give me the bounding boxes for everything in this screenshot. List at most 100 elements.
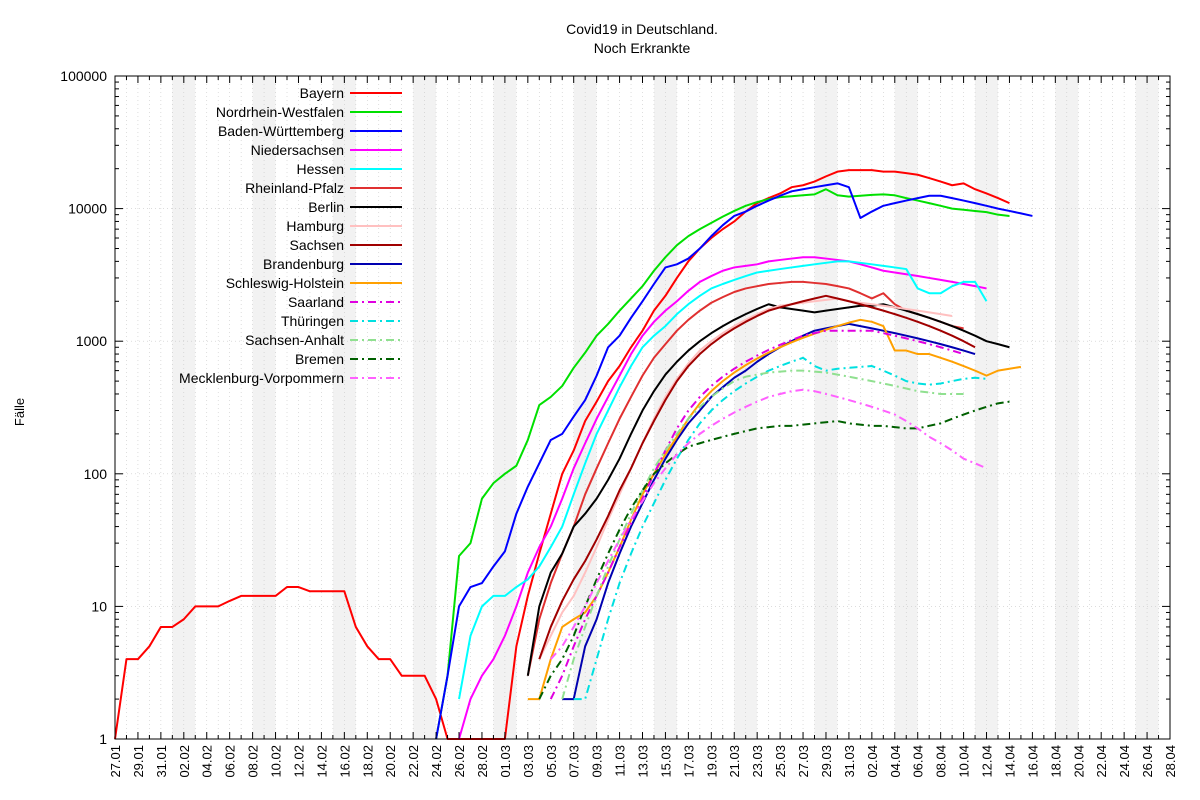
- x-tick-label: 12.02: [291, 745, 306, 778]
- y-tick-label: 100000: [60, 68, 107, 84]
- x-tick-label: 07.03: [567, 745, 582, 778]
- legend-label: Hamburg: [286, 218, 344, 234]
- x-tick-label: 22.02: [406, 745, 421, 778]
- y-tick-label: 1: [99, 731, 107, 747]
- data-series: [114, 169, 1033, 740]
- x-tick-label: 10.02: [269, 745, 284, 778]
- x-tick-label: 10.04: [957, 745, 972, 778]
- series-line: [538, 400, 1010, 700]
- weekend-band: [573, 76, 597, 739]
- series-line: [538, 297, 953, 660]
- x-tick-label: 24.04: [1117, 745, 1132, 778]
- y-axis-label: Fälle: [12, 398, 27, 426]
- x-tick-label: 29.01: [131, 745, 146, 778]
- axes: 1 10 100 1000 10000 100000 27.01 29.01 31.01 02.0…: [60, 68, 1178, 778]
- y-tick-label: 10000: [68, 201, 107, 217]
- y-tick-label: 10: [91, 598, 107, 614]
- x-tick-label: 22.04: [1094, 745, 1109, 778]
- weekend-band: [172, 76, 196, 739]
- x-tick-label: 21.03: [727, 745, 742, 778]
- weekend-band: [252, 76, 276, 739]
- series-line: [435, 182, 1033, 740]
- legend-label: Hessen: [297, 161, 344, 177]
- legend-label: Bayern: [300, 85, 344, 101]
- weekend-shading: [172, 76, 1159, 739]
- legend-label: Thüringen: [281, 313, 344, 329]
- x-tick-label: 31.03: [842, 745, 857, 778]
- weekend-band: [894, 76, 918, 739]
- weekend-band: [1135, 76, 1159, 739]
- series-line: [538, 294, 976, 660]
- x-tick-label: 18.02: [360, 745, 375, 778]
- legend-label: Schleswig-Holstein: [226, 275, 344, 291]
- weekend-band: [413, 76, 437, 739]
- x-tick-label: 28.02: [475, 745, 490, 778]
- weekend-band: [1055, 76, 1079, 739]
- x-tick-label: 20.04: [1071, 745, 1086, 778]
- x-tick-label: 04.02: [200, 745, 215, 778]
- series-line: [458, 260, 988, 700]
- series-line: [526, 280, 964, 676]
- legend-label: Sachsen: [290, 237, 344, 253]
- x-tick-label: 31.01: [154, 745, 169, 778]
- x-tick-label: 03.03: [521, 745, 536, 778]
- x-tick-label: 26.04: [1140, 745, 1155, 778]
- legend-label: Berlin: [308, 199, 344, 215]
- x-tick-label: 27.01: [108, 745, 123, 778]
- x-tick-label: 11.03: [613, 745, 628, 777]
- series-line: [526, 303, 1010, 676]
- legend-label: Brandenburg: [263, 256, 344, 272]
- weekend-band: [814, 76, 838, 739]
- series-line: [573, 356, 987, 701]
- legend-label: Bremen: [295, 351, 344, 367]
- x-tick-label: 26.02: [452, 745, 467, 778]
- x-tick-label: 16.02: [337, 745, 352, 778]
- x-tick-label: 06.02: [223, 745, 238, 778]
- legend-label: Sachsen-Anhalt: [245, 332, 344, 348]
- legend-label: Rheinland-Pfalz: [245, 180, 344, 196]
- series-line: [549, 329, 964, 700]
- x-tick-label: 01.03: [498, 745, 513, 778]
- x-tick-label: 29.03: [819, 745, 834, 778]
- legend-label: Saarland: [288, 294, 344, 310]
- x-tick-label: 27.03: [796, 745, 811, 778]
- x-tick-label: 02.02: [177, 745, 192, 778]
- weekend-band: [975, 76, 998, 739]
- series-line: [458, 256, 987, 740]
- legend: Bayern Nordrhein-Westfalen Baden-Württembe…: [179, 85, 402, 386]
- legend-label: Baden-Württemberg: [218, 123, 344, 139]
- y-tick-label: 100: [84, 466, 108, 482]
- x-tick-label: 23.03: [750, 745, 765, 778]
- series-line: [114, 169, 1010, 740]
- x-tick-label: 20.02: [383, 745, 398, 778]
- x-tick-label: 09.03: [590, 745, 605, 778]
- x-tick-label: 08.04: [934, 745, 949, 778]
- x-tick-label: 24.02: [429, 745, 444, 778]
- weekend-band: [332, 76, 356, 739]
- legend-label: Nordrhein-Westfalen: [216, 104, 344, 120]
- series-line: [527, 318, 1022, 701]
- x-tick-label: 13.03: [636, 745, 651, 778]
- x-tick-label: 15.03: [658, 745, 673, 778]
- x-tick-label: 06.04: [911, 745, 926, 778]
- series-line: [562, 322, 976, 701]
- chart-subtitle: Noch Erkrankte: [594, 40, 691, 56]
- x-tick-label: 05.03: [544, 745, 559, 778]
- series-line: [561, 369, 964, 700]
- y-tick-label: 1000: [76, 333, 107, 349]
- x-tick-label: 19.03: [704, 745, 719, 778]
- legend-label: Mecklenburg-Vorpommern: [179, 370, 344, 386]
- x-tick-label: 17.03: [681, 745, 696, 778]
- x-tick-label: 28.04: [1163, 745, 1178, 778]
- x-tick-label: 14.02: [314, 745, 329, 778]
- x-tick-label: 25.03: [773, 745, 788, 778]
- x-tick-label: 02.04: [865, 745, 880, 778]
- x-tick-label: 04.04: [888, 745, 903, 778]
- series-line: [550, 388, 987, 660]
- x-tick-label: 18.04: [1048, 745, 1063, 778]
- x-tick-label: 14.04: [1002, 745, 1017, 778]
- chart-title: Covid19 in Deutschland.: [566, 21, 718, 37]
- x-tick-label: 16.04: [1025, 745, 1040, 778]
